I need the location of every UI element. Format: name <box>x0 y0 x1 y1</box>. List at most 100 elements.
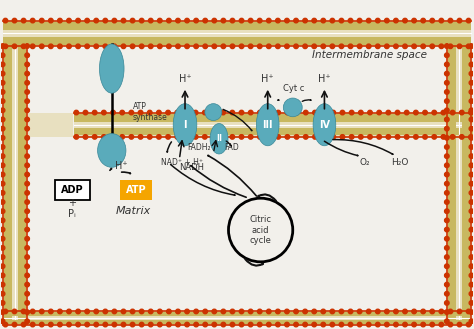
Circle shape <box>58 18 62 23</box>
Ellipse shape <box>98 134 126 167</box>
Circle shape <box>112 322 117 327</box>
Bar <box>74 113 474 137</box>
Circle shape <box>166 110 170 115</box>
Circle shape <box>193 135 198 139</box>
Circle shape <box>457 309 462 314</box>
Circle shape <box>25 145 29 149</box>
Circle shape <box>175 110 180 115</box>
Circle shape <box>25 255 29 259</box>
Circle shape <box>21 309 26 314</box>
Circle shape <box>445 90 449 94</box>
Circle shape <box>469 172 474 177</box>
Circle shape <box>339 18 344 23</box>
Circle shape <box>330 44 335 49</box>
Circle shape <box>103 309 108 314</box>
Circle shape <box>12 44 17 49</box>
Bar <box>4 44 12 324</box>
Circle shape <box>0 190 5 195</box>
Circle shape <box>156 110 161 115</box>
Circle shape <box>466 309 471 314</box>
Circle shape <box>445 264 449 268</box>
Circle shape <box>25 44 29 48</box>
Circle shape <box>176 44 180 49</box>
Circle shape <box>321 322 326 327</box>
Circle shape <box>321 18 326 23</box>
Circle shape <box>466 44 471 49</box>
Circle shape <box>0 71 5 76</box>
Circle shape <box>439 18 444 23</box>
Circle shape <box>357 44 362 49</box>
Circle shape <box>322 135 327 139</box>
Circle shape <box>203 309 208 314</box>
Circle shape <box>185 322 189 327</box>
Circle shape <box>0 108 5 113</box>
Circle shape <box>466 322 471 327</box>
Ellipse shape <box>313 104 336 146</box>
Circle shape <box>303 322 307 327</box>
Circle shape <box>469 62 474 67</box>
Circle shape <box>469 44 474 48</box>
Circle shape <box>445 108 449 113</box>
Text: I: I <box>183 120 187 130</box>
Circle shape <box>412 44 416 49</box>
Circle shape <box>285 135 290 139</box>
Text: H₂O: H₂O <box>392 158 409 167</box>
Circle shape <box>414 110 418 115</box>
Circle shape <box>248 110 253 115</box>
Circle shape <box>445 301 449 305</box>
Circle shape <box>130 44 135 49</box>
Circle shape <box>194 309 199 314</box>
Circle shape <box>267 110 271 115</box>
Circle shape <box>313 110 317 115</box>
Circle shape <box>167 322 171 327</box>
Circle shape <box>230 309 235 314</box>
Circle shape <box>469 126 474 131</box>
Circle shape <box>469 200 474 204</box>
Circle shape <box>312 18 317 23</box>
FancyArrowPatch shape <box>171 164 235 195</box>
Circle shape <box>83 135 88 139</box>
Circle shape <box>76 18 80 23</box>
Circle shape <box>25 227 29 232</box>
Circle shape <box>294 135 299 139</box>
Text: Citric
acid
cycle: Citric acid cycle <box>250 215 272 245</box>
Circle shape <box>111 110 115 115</box>
Circle shape <box>421 322 426 327</box>
FancyArrowPatch shape <box>333 139 393 154</box>
Circle shape <box>331 135 336 139</box>
Circle shape <box>101 110 106 115</box>
FancyArrowPatch shape <box>223 109 252 131</box>
Circle shape <box>21 322 26 327</box>
Circle shape <box>457 18 462 23</box>
Circle shape <box>25 71 29 76</box>
Circle shape <box>12 18 17 23</box>
Circle shape <box>421 44 426 49</box>
Circle shape <box>469 264 474 268</box>
Circle shape <box>230 110 235 115</box>
Circle shape <box>130 18 135 23</box>
Circle shape <box>129 135 134 139</box>
Circle shape <box>403 309 407 314</box>
FancyBboxPatch shape <box>120 180 152 200</box>
Circle shape <box>321 44 326 49</box>
Circle shape <box>58 322 62 327</box>
Circle shape <box>445 145 449 149</box>
Circle shape <box>469 154 474 159</box>
Circle shape <box>459 135 464 139</box>
Bar <box>18 44 26 324</box>
Circle shape <box>445 99 449 103</box>
Text: Matrix: Matrix <box>115 206 151 216</box>
Circle shape <box>212 18 217 23</box>
Circle shape <box>185 309 189 314</box>
Text: H⁺: H⁺ <box>318 74 331 85</box>
Circle shape <box>445 126 449 131</box>
Circle shape <box>0 44 5 48</box>
Circle shape <box>283 98 302 117</box>
Circle shape <box>230 135 235 139</box>
Circle shape <box>25 126 29 131</box>
Circle shape <box>430 322 435 327</box>
Bar <box>74 114 474 122</box>
Circle shape <box>0 218 5 223</box>
Circle shape <box>303 309 307 314</box>
Circle shape <box>130 309 135 314</box>
